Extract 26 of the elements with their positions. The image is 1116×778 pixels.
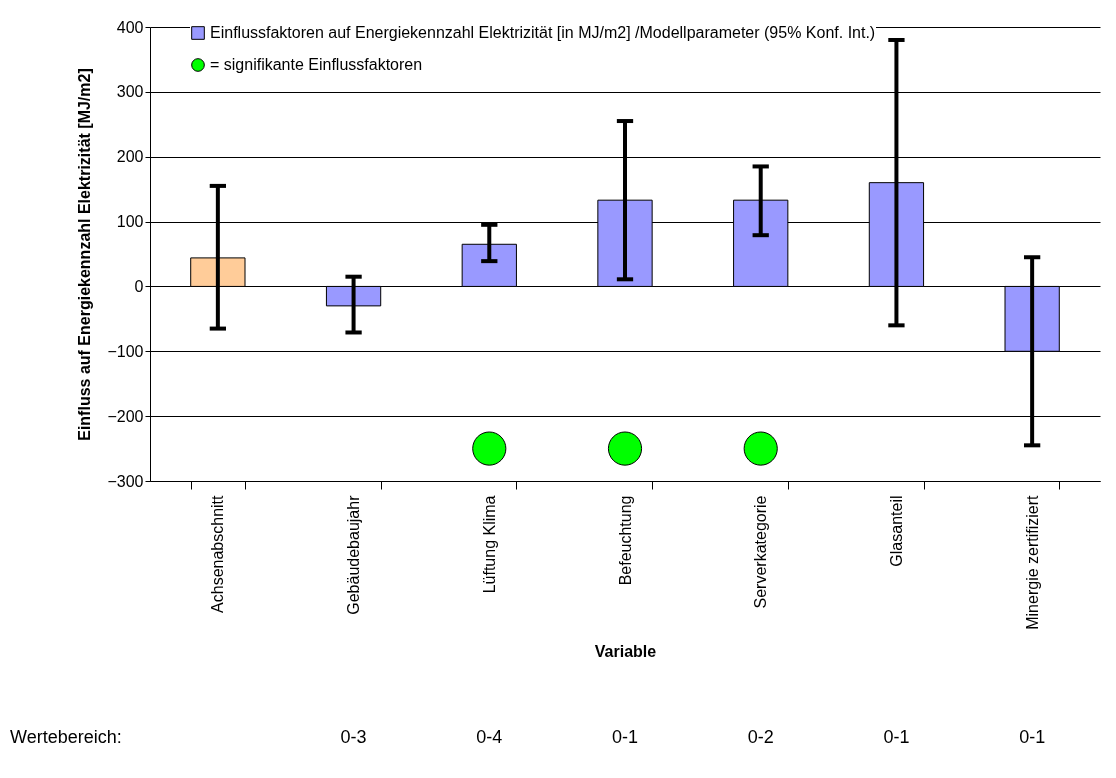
text: 0-1 (1019, 727, 1046, 747)
legend-label: Einflussfaktoren auf Energiekennzahl Elektrizität [in MJ/m2] /Modellparameter (95% Konf. Int.) (210, 24, 876, 41)
y-tick-label: 100 (116, 213, 144, 231)
y-tick-label: −200 (107, 407, 144, 425)
y-tick-label: 0 (134, 277, 144, 295)
x-axis-title: Variable (594, 642, 657, 660)
text: Wertebereich: (10, 727, 122, 747)
text: 0-1 (883, 727, 910, 747)
x-tick-label: Glasanteil (887, 495, 905, 567)
text: 0-2 (747, 727, 774, 747)
x-tick-label: Lüftung Klima (480, 495, 498, 594)
y-axis-title: Einfluss auf Energiekennzahl Elektrizität [MJ/m2] (76, 68, 94, 441)
y-tick-label: −300 (107, 472, 144, 490)
x-tick-label: Befeuchtung (616, 495, 634, 586)
y-tick-label: −100 (107, 342, 144, 360)
text: 0-4 (476, 727, 503, 747)
y-tick-label: 200 (116, 148, 144, 166)
y-tick-label: 300 (116, 83, 144, 101)
x-tick-label: Achsenabschnitt (209, 494, 227, 613)
text: 0-3 (340, 727, 367, 747)
x-tick-label: Serverkategorie (752, 495, 770, 609)
legend-label: = signifikante Einflussfaktoren (210, 56, 423, 73)
text: 0-1 (611, 727, 639, 747)
y-tick-label: 400 (116, 18, 144, 36)
x-tick-label: Gebäudebaujahr (345, 494, 363, 615)
x-tick-label: Minergie zertifiziert (1023, 494, 1041, 630)
